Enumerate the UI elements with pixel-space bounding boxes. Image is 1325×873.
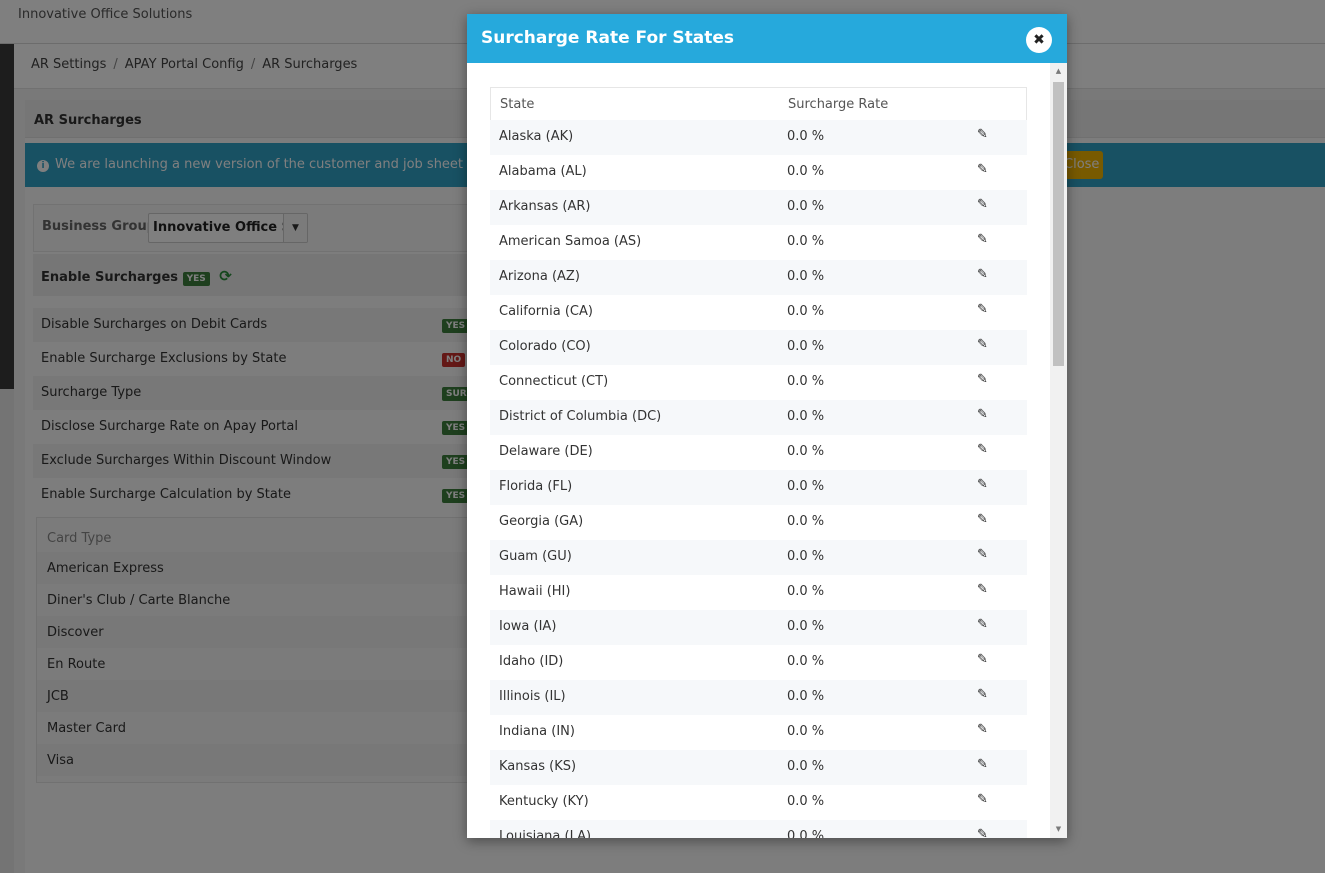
modal-scrollbar[interactable]: ▲ ▼ xyxy=(1050,63,1067,838)
pencil-icon[interactable]: ✎ xyxy=(977,792,988,807)
state-cell: Indiana (IN) xyxy=(499,724,575,739)
rate-cell: 0.0 % xyxy=(787,409,825,424)
pencil-icon[interactable]: ✎ xyxy=(977,162,988,177)
state-cell: Louisiana (LA) xyxy=(499,829,592,838)
state-cell: Florida (FL) xyxy=(499,479,573,494)
table-body: Alaska (AK) 0.0 % ✎ Alabama (AL) 0.0 % ✎ Arkan… xyxy=(490,120,1027,838)
rate-cell: 0.0 % xyxy=(787,374,825,389)
table-row: District of Columbia (DC) 0.0 % ✎ xyxy=(490,400,1027,435)
table-row: Kansas (KS) 0.0 % ✎ xyxy=(490,750,1027,785)
scroll-up-icon[interactable]: ▲ xyxy=(1055,67,1062,75)
state-cell: Arizona (AZ) xyxy=(499,269,580,284)
table-row: Delaware (DE) 0.0 % ✎ xyxy=(490,435,1027,470)
table-row: Kentucky (KY) 0.0 % ✎ xyxy=(490,785,1027,820)
pencil-icon[interactable]: ✎ xyxy=(977,757,988,772)
rate-cell: 0.0 % xyxy=(787,724,825,739)
column-header-state: State xyxy=(500,97,535,112)
rate-cell: 0.0 % xyxy=(787,759,825,774)
rate-cell: 0.0 % xyxy=(787,619,825,634)
rate-cell: 0.0 % xyxy=(787,339,825,354)
state-cell: Idaho (ID) xyxy=(499,654,564,669)
state-rate-table: State Surcharge Rate Alaska (AK) 0.0 % ✎ Al… xyxy=(490,87,1027,838)
pencil-icon[interactable]: ✎ xyxy=(977,722,988,737)
rate-cell: 0.0 % xyxy=(787,584,825,599)
table-row: Indiana (IN) 0.0 % ✎ xyxy=(490,715,1027,750)
rate-cell: 0.0 % xyxy=(787,304,825,319)
rate-cell: 0.0 % xyxy=(787,444,825,459)
pencil-icon[interactable]: ✎ xyxy=(977,547,988,562)
table-row: Connecticut (CT) 0.0 % ✎ xyxy=(490,365,1027,400)
table-row: Hawaii (HI) 0.0 % ✎ xyxy=(490,575,1027,610)
table-header: State Surcharge Rate xyxy=(490,87,1027,120)
pencil-icon[interactable]: ✎ xyxy=(977,652,988,667)
scroll-thumb[interactable] xyxy=(1053,82,1064,366)
state-cell: Iowa (IA) xyxy=(499,619,557,634)
state-cell: Georgia (GA) xyxy=(499,514,584,529)
table-row: Iowa (IA) 0.0 % ✎ xyxy=(490,610,1027,645)
state-cell: Arkansas (AR) xyxy=(499,199,591,214)
table-row: Arkansas (AR) 0.0 % ✎ xyxy=(490,190,1027,225)
table-row: American Samoa (AS) 0.0 % ✎ xyxy=(490,225,1027,260)
table-row: Louisiana (LA) 0.0 % ✎ xyxy=(490,820,1027,838)
table-row: Georgia (GA) 0.0 % ✎ xyxy=(490,505,1027,540)
pencil-icon[interactable]: ✎ xyxy=(977,197,988,212)
state-cell: Alaska (AK) xyxy=(499,129,574,144)
pencil-icon[interactable]: ✎ xyxy=(977,582,988,597)
state-cell: Kentucky (KY) xyxy=(499,794,589,809)
surcharge-rate-modal: Surcharge Rate For States ✖ State Surcha… xyxy=(467,14,1067,838)
state-cell: Kansas (KS) xyxy=(499,759,577,774)
pencil-icon[interactable]: ✎ xyxy=(977,302,988,317)
rate-cell: 0.0 % xyxy=(787,129,825,144)
pencil-icon[interactable]: ✎ xyxy=(977,827,988,838)
state-cell: Illinois (IL) xyxy=(499,689,566,704)
state-cell: Guam (GU) xyxy=(499,549,572,564)
modal-title: Surcharge Rate For States xyxy=(481,28,735,48)
pencil-icon[interactable]: ✎ xyxy=(977,127,988,142)
pencil-icon[interactable]: ✎ xyxy=(977,617,988,632)
rate-cell: 0.0 % xyxy=(787,794,825,809)
table-row: Idaho (ID) 0.0 % ✎ xyxy=(490,645,1027,680)
state-cell: Connecticut (CT) xyxy=(499,374,609,389)
state-cell: California (CA) xyxy=(499,304,593,319)
pencil-icon[interactable]: ✎ xyxy=(977,477,988,492)
state-cell: Alabama (AL) xyxy=(499,164,587,179)
rate-cell: 0.0 % xyxy=(787,234,825,249)
scroll-down-icon[interactable]: ▼ xyxy=(1055,825,1062,833)
rate-cell: 0.0 % xyxy=(787,479,825,494)
pencil-icon[interactable]: ✎ xyxy=(977,442,988,457)
table-row: Illinois (IL) 0.0 % ✎ xyxy=(490,680,1027,715)
state-cell: Colorado (CO) xyxy=(499,339,591,354)
rate-cell: 0.0 % xyxy=(787,654,825,669)
pencil-icon[interactable]: ✎ xyxy=(977,407,988,422)
table-row: Alabama (AL) 0.0 % ✎ xyxy=(490,155,1027,190)
rate-cell: 0.0 % xyxy=(787,269,825,284)
pencil-icon[interactable]: ✎ xyxy=(977,267,988,282)
pencil-icon[interactable]: ✎ xyxy=(977,512,988,527)
table-row: Alaska (AK) 0.0 % ✎ xyxy=(490,120,1027,155)
modal-body: State Surcharge Rate Alaska (AK) 0.0 % ✎ Al… xyxy=(467,63,1050,838)
pencil-icon[interactable]: ✎ xyxy=(977,687,988,702)
table-row: Arizona (AZ) 0.0 % ✎ xyxy=(490,260,1027,295)
state-cell: Hawaii (HI) xyxy=(499,584,571,599)
rate-cell: 0.0 % xyxy=(787,549,825,564)
state-cell: American Samoa (AS) xyxy=(499,234,642,249)
rate-cell: 0.0 % xyxy=(787,164,825,179)
table-row: Colorado (CO) 0.0 % ✎ xyxy=(490,330,1027,365)
pencil-icon[interactable]: ✎ xyxy=(977,232,988,247)
column-header-rate: Surcharge Rate xyxy=(788,97,889,112)
pencil-icon[interactable]: ✎ xyxy=(977,372,988,387)
table-row: Florida (FL) 0.0 % ✎ xyxy=(490,470,1027,505)
rate-cell: 0.0 % xyxy=(787,829,825,838)
table-row: Guam (GU) 0.0 % ✎ xyxy=(490,540,1027,575)
pencil-icon[interactable]: ✎ xyxy=(977,337,988,352)
rate-cell: 0.0 % xyxy=(787,689,825,704)
state-cell: Delaware (DE) xyxy=(499,444,593,459)
rate-cell: 0.0 % xyxy=(787,199,825,214)
state-cell: District of Columbia (DC) xyxy=(499,409,662,424)
close-icon: ✖ xyxy=(1033,32,1045,48)
modal-header: Surcharge Rate For States ✖ xyxy=(467,14,1067,63)
rate-cell: 0.0 % xyxy=(787,514,825,529)
table-row: California (CA) 0.0 % ✎ xyxy=(490,295,1027,330)
close-button[interactable]: ✖ xyxy=(1026,27,1052,53)
